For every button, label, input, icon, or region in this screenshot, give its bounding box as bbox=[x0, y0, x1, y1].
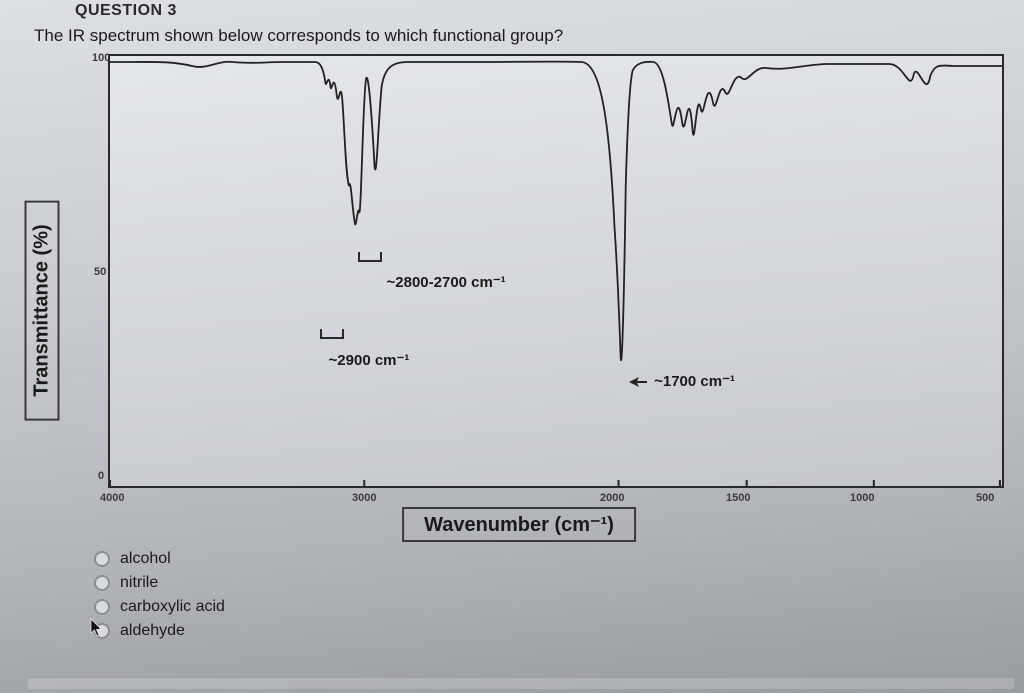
y-tick-0: 0 bbox=[98, 470, 104, 482]
question-number: QUESTION 3 bbox=[75, 2, 1014, 20]
option-alcohol[interactable]: alcohol bbox=[94, 550, 1014, 568]
page-root: QUESTION 3 The IR spectrum shown below c… bbox=[0, 0, 1024, 693]
annotation-arrow-3 bbox=[629, 375, 647, 391]
annotation-bracket-1 bbox=[358, 252, 382, 262]
option-label: nitrile bbox=[120, 574, 158, 592]
radio-icon bbox=[94, 551, 110, 567]
x-tick-500: 500 bbox=[976, 492, 994, 504]
x-tick-1000: 1000 bbox=[850, 492, 874, 504]
answer-options: alcohol nitrile carboxylic acid aldehyde bbox=[94, 550, 1014, 640]
x-tick-2000: 2000 bbox=[600, 492, 624, 504]
annotation-text-3: ~1700 cm⁻¹ bbox=[654, 372, 735, 390]
option-label: aldehyde bbox=[120, 622, 185, 640]
x-tick-1500: 1500 bbox=[726, 492, 750, 504]
option-label: carboxylic acid bbox=[120, 598, 225, 616]
cursor-icon bbox=[90, 618, 104, 638]
option-carboxylic-acid[interactable]: carboxylic acid bbox=[94, 598, 1014, 616]
x-tick-3000: 3000 bbox=[352, 492, 376, 504]
x-tick-4000: 4000 bbox=[100, 492, 124, 504]
spectrum-line bbox=[110, 62, 1002, 361]
radio-icon bbox=[94, 599, 110, 615]
ir-spectrum-chart: Transmittance (%) 100 50 0 ~2800-2700 cm… bbox=[34, 48, 1004, 538]
annotation-text-1: ~2800-2700 cm⁻¹ bbox=[387, 273, 506, 291]
question-prompt: The IR spectrum shown below corresponds … bbox=[34, 26, 1014, 46]
arrow-left-icon bbox=[629, 376, 647, 388]
y-axis-label: Transmittance (%) bbox=[25, 200, 60, 420]
y-tick-50: 50 bbox=[94, 266, 106, 278]
option-aldehyde[interactable]: aldehyde bbox=[94, 622, 1014, 640]
option-label: alcohol bbox=[120, 550, 171, 568]
plot-area: ~2800-2700 cm⁻¹ ~2900 cm⁻¹ ~1700 cm⁻¹ bbox=[108, 54, 1004, 488]
annotation-text-2: ~2900 cm⁻¹ bbox=[329, 351, 410, 369]
option-nitrile[interactable]: nitrile bbox=[94, 574, 1014, 592]
x-axis-label: Wavenumber (cm⁻¹) bbox=[402, 507, 636, 542]
annotation-bracket-2 bbox=[320, 329, 344, 339]
spectrum-svg bbox=[110, 56, 1002, 486]
bottom-divider bbox=[28, 677, 1014, 689]
radio-icon bbox=[94, 575, 110, 591]
